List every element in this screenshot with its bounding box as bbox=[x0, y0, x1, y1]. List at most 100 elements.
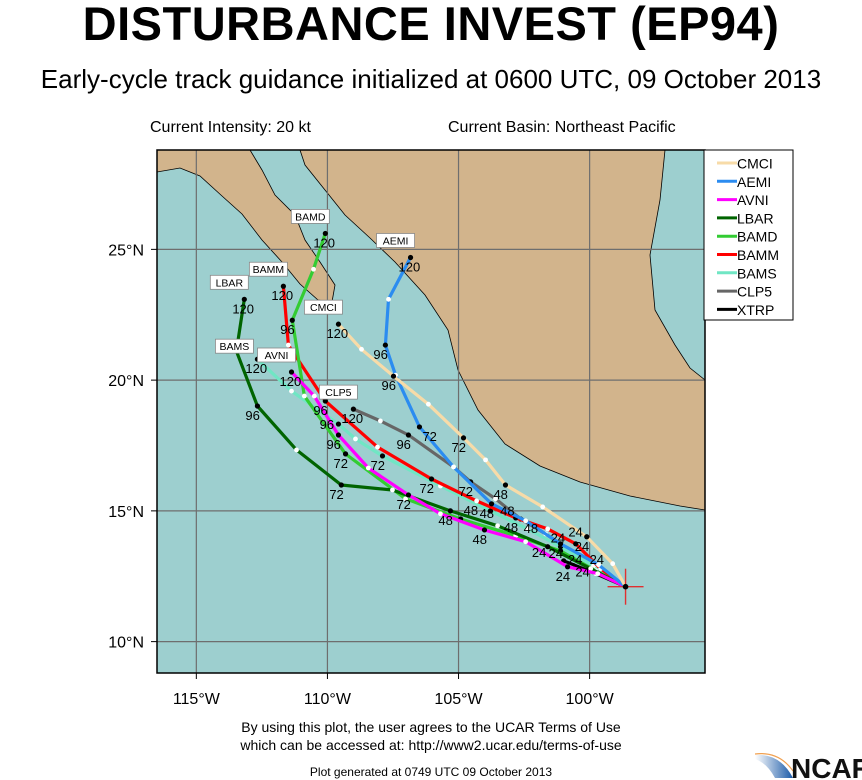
legend-label: XTRP bbox=[737, 302, 774, 318]
intermediate-point bbox=[523, 518, 529, 524]
hour-label: 72 bbox=[396, 497, 410, 512]
intermediate-point bbox=[289, 388, 294, 394]
forecast-point bbox=[254, 403, 261, 409]
intermediate-point bbox=[403, 496, 408, 502]
forecast-point bbox=[488, 501, 495, 507]
model-label: BAMM bbox=[253, 264, 285, 276]
forecast-point bbox=[280, 283, 286, 289]
lon-tick-label: 105°W bbox=[434, 691, 483, 708]
forecast-point bbox=[565, 564, 571, 570]
hour-label: 72 bbox=[422, 429, 436, 444]
current-basin: Current Basin: Northeast Pacific bbox=[448, 119, 676, 136]
hour-label: 96 bbox=[280, 322, 294, 337]
svg-text:NCAR: NCAR bbox=[791, 753, 862, 780]
intermediate-point bbox=[545, 526, 551, 532]
model-label: BAMS bbox=[220, 341, 250, 353]
intermediate-point bbox=[285, 342, 291, 348]
hour-label: 24 bbox=[556, 569, 570, 584]
forecast-point bbox=[350, 406, 356, 412]
intermediate-point bbox=[493, 496, 498, 502]
terms-line-1: By using this plot, the user agrees to t… bbox=[241, 719, 621, 735]
model-label: CLP5 bbox=[325, 387, 351, 399]
model-label-box bbox=[318, 384, 358, 400]
hour-label: 72 bbox=[370, 458, 384, 473]
hour-label: 96 bbox=[382, 378, 396, 393]
hour-label: 48 bbox=[493, 487, 507, 502]
hour-label: 120 bbox=[341, 411, 363, 426]
intermediate-point bbox=[474, 498, 480, 504]
forecast-point bbox=[288, 369, 295, 375]
generated-time: Plot generated at 0749 UTC 09 October 20… bbox=[309, 765, 553, 779]
forecast-point bbox=[322, 230, 328, 237]
current-intensity: Current Intensity: 20 kt bbox=[150, 119, 311, 136]
forecast-point bbox=[342, 451, 349, 457]
intermediate-point bbox=[425, 401, 431, 407]
hour-label: 48 bbox=[504, 520, 518, 535]
intermediate-point bbox=[301, 393, 307, 399]
intermediate-point bbox=[483, 457, 488, 463]
forecast-point bbox=[338, 482, 344, 488]
track-aemi bbox=[382, 254, 627, 588]
intermediate-point bbox=[596, 562, 601, 568]
track-avni bbox=[288, 369, 627, 589]
hour-label: 120 bbox=[313, 235, 335, 250]
forecast-point bbox=[241, 296, 247, 302]
forecast-point bbox=[481, 527, 488, 533]
hour-label: 96 bbox=[245, 408, 259, 423]
ncar-logo: NCAR bbox=[755, 753, 862, 780]
intermediate-point bbox=[390, 487, 395, 493]
hour-label: 24 bbox=[590, 552, 604, 567]
legend-label: BAMS bbox=[737, 265, 777, 281]
forecast-point bbox=[379, 453, 386, 459]
model-label: AVNI bbox=[265, 350, 289, 362]
hour-label: 24 bbox=[549, 546, 563, 561]
model-label-box bbox=[304, 299, 343, 315]
forecast-point bbox=[487, 508, 494, 514]
forecast-point bbox=[573, 541, 579, 547]
forecast-point bbox=[322, 398, 328, 404]
forecast-point bbox=[405, 432, 412, 438]
intermediate-point bbox=[311, 393, 317, 399]
lon-tick-label: 100°W bbox=[566, 691, 615, 708]
map-frame bbox=[156, 149, 706, 674]
hour-label: 24 bbox=[575, 539, 589, 554]
forecast-point bbox=[335, 432, 342, 438]
hour-label: 48 bbox=[524, 521, 538, 536]
hour-label: 48 bbox=[472, 532, 486, 547]
hour-label: 96 bbox=[320, 417, 334, 432]
hour-label: 96 bbox=[373, 347, 387, 362]
legend: CMCI AEMI AVNI LBAR BAMD BAMM BAMS CLP5 XTRP bbox=[703, 149, 794, 321]
hour-label: 24 bbox=[568, 524, 582, 539]
legend-label: LBAR bbox=[737, 210, 774, 226]
intermediate-point bbox=[610, 561, 616, 567]
hour-label: 48 bbox=[480, 506, 494, 521]
model-label: BAMD bbox=[295, 211, 326, 223]
hour-label: 24 bbox=[575, 564, 589, 579]
intermediate-point bbox=[311, 266, 316, 272]
forecast-point bbox=[335, 421, 342, 427]
lon-tick-label: 110°W bbox=[304, 691, 352, 708]
hour-label: 120 bbox=[271, 288, 293, 303]
model-label-box bbox=[376, 233, 415, 248]
track-cmci bbox=[335, 321, 627, 588]
hour-label: 120 bbox=[232, 301, 254, 316]
model-label-box bbox=[248, 261, 288, 277]
intermediate-point bbox=[377, 418, 383, 424]
forecast-point bbox=[584, 534, 590, 540]
hour-label: 96 bbox=[326, 437, 340, 452]
forecast-point bbox=[416, 424, 423, 430]
hour-label: 24 bbox=[532, 545, 546, 560]
forecast-point bbox=[460, 435, 467, 441]
hour-label: 72 bbox=[420, 481, 434, 496]
lat-tick-label: 15°N bbox=[108, 504, 144, 521]
intermediate-point bbox=[595, 571, 601, 577]
page-subtitle: Early-cycle track guidance initialized a… bbox=[40, 64, 822, 94]
forecast-point bbox=[335, 321, 342, 327]
lat-tick-label: 25°N bbox=[108, 242, 144, 259]
hour-label: 72 bbox=[459, 484, 473, 499]
model-label-box bbox=[215, 338, 254, 354]
forecast-point bbox=[502, 482, 509, 488]
hour-label: 48 bbox=[464, 503, 478, 518]
hour-label: 120 bbox=[326, 326, 348, 341]
hour-label: 72 bbox=[452, 440, 466, 455]
